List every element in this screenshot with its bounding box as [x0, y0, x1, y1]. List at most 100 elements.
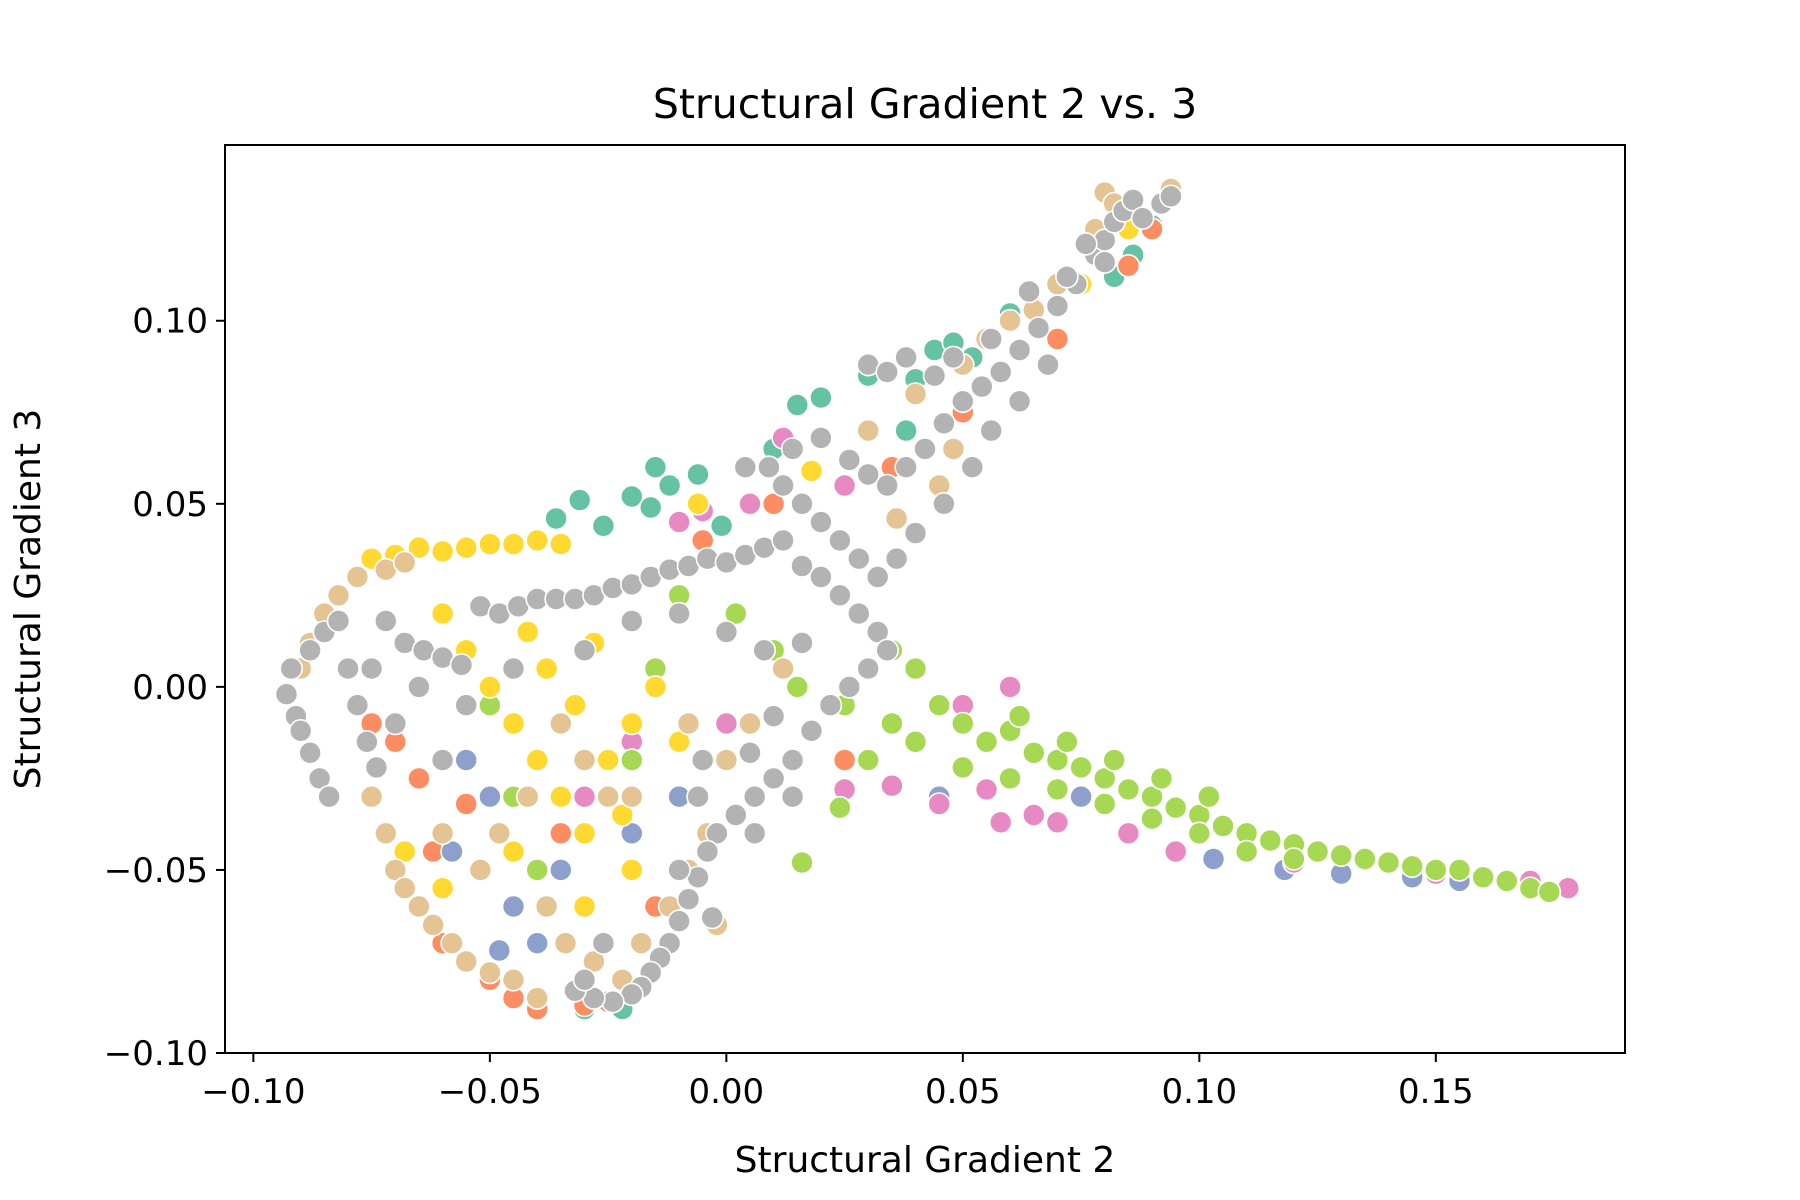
scatter-point	[880, 711, 904, 736]
scatter-point	[572, 894, 597, 919]
scatter-point	[809, 510, 833, 534]
scatter-point	[828, 528, 852, 553]
scatter-point	[501, 656, 526, 681]
scatter-point	[582, 949, 606, 974]
scatter-point	[359, 784, 384, 809]
scatter-series	[359, 217, 1164, 1021]
scatter-point	[430, 821, 455, 846]
scatter-point	[856, 462, 881, 487]
scatter-point	[903, 382, 928, 406]
scatter-point	[828, 583, 852, 608]
y-tick-label: 0.05	[132, 485, 208, 525]
scatter-point	[619, 748, 644, 772]
scatter-point	[468, 858, 493, 882]
scatter-point	[1036, 352, 1060, 377]
scatter-point	[1069, 784, 1093, 809]
scatter-point	[657, 473, 682, 498]
scatter-point	[941, 345, 966, 370]
scatter-point	[884, 506, 909, 531]
scatter-point	[723, 803, 748, 827]
scatter-point	[383, 711, 408, 736]
scatter-point	[1007, 338, 1032, 362]
scatter-point	[525, 986, 550, 1010]
scatter-point	[548, 532, 573, 556]
scatter-point	[865, 620, 890, 644]
scatter-point	[359, 656, 384, 681]
scatter-point	[1353, 847, 1377, 871]
scatter-point	[619, 711, 644, 736]
scatter-point	[1140, 806, 1164, 831]
scatter-point	[752, 638, 777, 663]
scatter-point	[1116, 253, 1141, 278]
scatter-point	[1102, 748, 1126, 772]
scatter-point	[487, 938, 512, 963]
scatter-point	[596, 748, 620, 772]
scatter-point	[629, 931, 654, 956]
scatter-point	[317, 784, 341, 809]
scatter-point	[307, 766, 332, 791]
scatter-point	[738, 491, 762, 516]
scatter-point	[837, 448, 862, 472]
scatter-point	[638, 495, 663, 520]
scatter-point	[761, 704, 786, 729]
scatter-point	[738, 711, 762, 736]
scatter-point	[478, 675, 502, 699]
scatter-point	[700, 905, 725, 930]
scatter-point	[1187, 821, 1212, 846]
scatter-point	[856, 418, 881, 443]
scatter-point	[449, 653, 474, 677]
scatter-point	[856, 748, 881, 772]
scatter-point	[478, 784, 502, 809]
scatter-point	[1163, 795, 1188, 820]
scatter-point	[572, 748, 597, 772]
scatter-point	[1007, 389, 1032, 414]
scatter-point	[1017, 279, 1041, 304]
y-tick-label: 0.00	[132, 668, 208, 708]
scatter-point	[771, 528, 795, 553]
plot-area-frame	[224, 144, 1626, 1054]
scatter-point	[1045, 327, 1070, 351]
scatter-point	[326, 583, 351, 608]
scatter-point	[501, 711, 526, 736]
scatter-point	[950, 711, 975, 736]
scatter-point	[1537, 880, 1562, 904]
scatter-point	[619, 609, 644, 633]
scatter-point	[373, 821, 398, 846]
scatter-point	[1045, 294, 1070, 318]
scatter-point	[572, 821, 597, 846]
scatter-point	[643, 675, 668, 699]
scatter-point	[591, 513, 616, 538]
scatter-point	[723, 601, 748, 626]
scatter-point	[548, 711, 573, 736]
chart-title: Structural Gradient 2 vs. 3	[653, 80, 1197, 128]
scatter-point	[733, 455, 758, 480]
scatter-point	[643, 455, 668, 480]
scatter-point	[1116, 821, 1141, 846]
scatter-point	[988, 360, 1013, 384]
scatter-point	[298, 740, 322, 765]
scatter-point	[548, 858, 573, 882]
scatter-point	[619, 784, 644, 809]
scatter-point	[738, 740, 762, 765]
scatter-point	[875, 638, 900, 663]
scatter-point	[544, 506, 568, 531]
scatter-point	[1305, 839, 1330, 864]
scatter-point	[392, 550, 417, 575]
scatter-point	[619, 484, 644, 509]
scatter-point	[676, 887, 701, 912]
scatter-point	[998, 766, 1022, 791]
scatter-point	[501, 967, 526, 992]
scatter-point	[667, 909, 691, 934]
scatter-point	[1163, 839, 1188, 864]
scatter-point	[705, 821, 729, 846]
scatter-point	[1022, 740, 1046, 765]
scatter-point	[298, 638, 322, 663]
scatter-point	[846, 601, 871, 626]
scatter-point	[832, 748, 857, 772]
scatter-point	[392, 839, 417, 864]
scatter-point	[525, 931, 550, 956]
scatter-point	[903, 521, 928, 545]
scatter-point	[336, 656, 360, 681]
scatter-point	[832, 473, 857, 498]
